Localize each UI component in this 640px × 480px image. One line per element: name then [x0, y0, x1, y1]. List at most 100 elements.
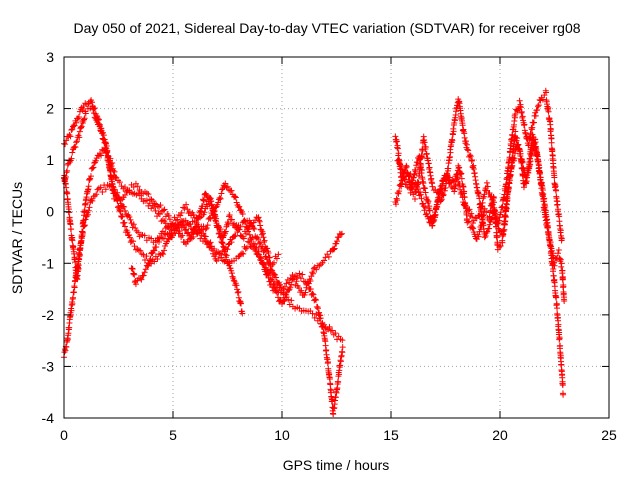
data-point: [271, 271, 278, 278]
data-point: [89, 164, 96, 171]
data-point: [129, 224, 136, 231]
data-point: [519, 165, 526, 172]
data-point: [216, 194, 223, 201]
data-point: [403, 163, 410, 170]
data-point: [334, 238, 341, 245]
data-point: [92, 159, 99, 166]
data-point: [73, 138, 80, 145]
data-point: [458, 175, 465, 182]
data-point: [309, 310, 316, 317]
data-point: [231, 193, 238, 200]
data-point: [335, 379, 342, 386]
data-point: [161, 206, 168, 213]
data-point: [421, 207, 428, 214]
data-point: [127, 216, 134, 223]
data-point: [223, 252, 230, 259]
data-point: [449, 131, 456, 138]
data-point: [218, 238, 225, 245]
data-point: [496, 214, 503, 221]
data-point: [534, 103, 541, 110]
data-point: [239, 310, 246, 317]
data-point: [447, 149, 454, 156]
data-point: [499, 239, 506, 246]
data-point: [514, 135, 521, 142]
chart-title: Day 050 of 2021, Sidereal Day-to-day VTE…: [73, 20, 580, 36]
data-point: [455, 165, 462, 172]
data-point: [70, 289, 77, 296]
data-point: [496, 244, 503, 251]
data-point: [245, 224, 252, 231]
data-point: [143, 197, 150, 204]
data-point: [339, 344, 346, 351]
data-point: [233, 199, 240, 206]
data-point: [398, 183, 405, 190]
data-point: [532, 112, 539, 119]
data-point: [165, 212, 172, 219]
y-tick-label: 2: [46, 101, 54, 117]
data-point: [79, 229, 86, 236]
data-point: [242, 245, 249, 252]
data-point: [273, 255, 280, 262]
data-point: [69, 237, 76, 244]
data-point: [173, 226, 180, 233]
data-point: [307, 285, 314, 292]
data-point: [547, 126, 554, 133]
data-point: [329, 398, 336, 405]
data-point: [143, 253, 150, 260]
data-point: [265, 274, 272, 281]
data-point: [400, 173, 407, 180]
data-point: [174, 216, 181, 223]
data-point: [140, 251, 147, 258]
data-point: [285, 287, 292, 294]
data-point: [81, 207, 88, 214]
data-point: [83, 213, 90, 220]
data-point: [227, 265, 234, 272]
data-point: [78, 123, 85, 130]
data-point: [280, 298, 287, 305]
data-point: [206, 214, 213, 221]
data-point: [339, 337, 346, 344]
data-point: [554, 201, 561, 208]
data-point: [493, 223, 500, 230]
data-point: [82, 110, 89, 117]
y-tick-label: 1: [46, 152, 54, 168]
data-point: [259, 230, 266, 237]
data-point: [190, 233, 197, 240]
data-point: [459, 122, 466, 129]
data-point: [132, 281, 139, 288]
data-point: [257, 222, 264, 229]
data-point: [264, 245, 271, 252]
data-point: [268, 278, 275, 285]
data-point: [263, 253, 270, 260]
data-point: [151, 258, 158, 265]
data-point: [66, 132, 73, 139]
data-point: [302, 289, 309, 296]
data-point: [545, 108, 552, 115]
data-point: [62, 141, 69, 148]
data-point: [68, 307, 75, 314]
data-point: [508, 165, 515, 172]
data-point: [172, 217, 179, 224]
data-point: [317, 261, 324, 268]
data-point: [539, 96, 546, 103]
data-point: [231, 233, 238, 240]
data-point: [146, 260, 153, 267]
data-point: [200, 230, 207, 237]
data-point: [147, 256, 154, 263]
data-point: [392, 201, 399, 208]
data-point: [122, 223, 129, 230]
data-point: [535, 158, 542, 165]
data-point: [141, 232, 148, 239]
data-point: [307, 277, 314, 284]
series-trace-b: [61, 146, 346, 344]
data-point: [129, 266, 136, 273]
data-point: [69, 149, 76, 156]
data-point: [240, 235, 247, 242]
data-point: [89, 197, 96, 204]
data-point: [422, 144, 429, 151]
data-point: [121, 203, 128, 210]
data-point: [398, 162, 405, 169]
data-point: [503, 200, 510, 207]
data-point: [118, 213, 125, 220]
data-point: [126, 213, 133, 220]
